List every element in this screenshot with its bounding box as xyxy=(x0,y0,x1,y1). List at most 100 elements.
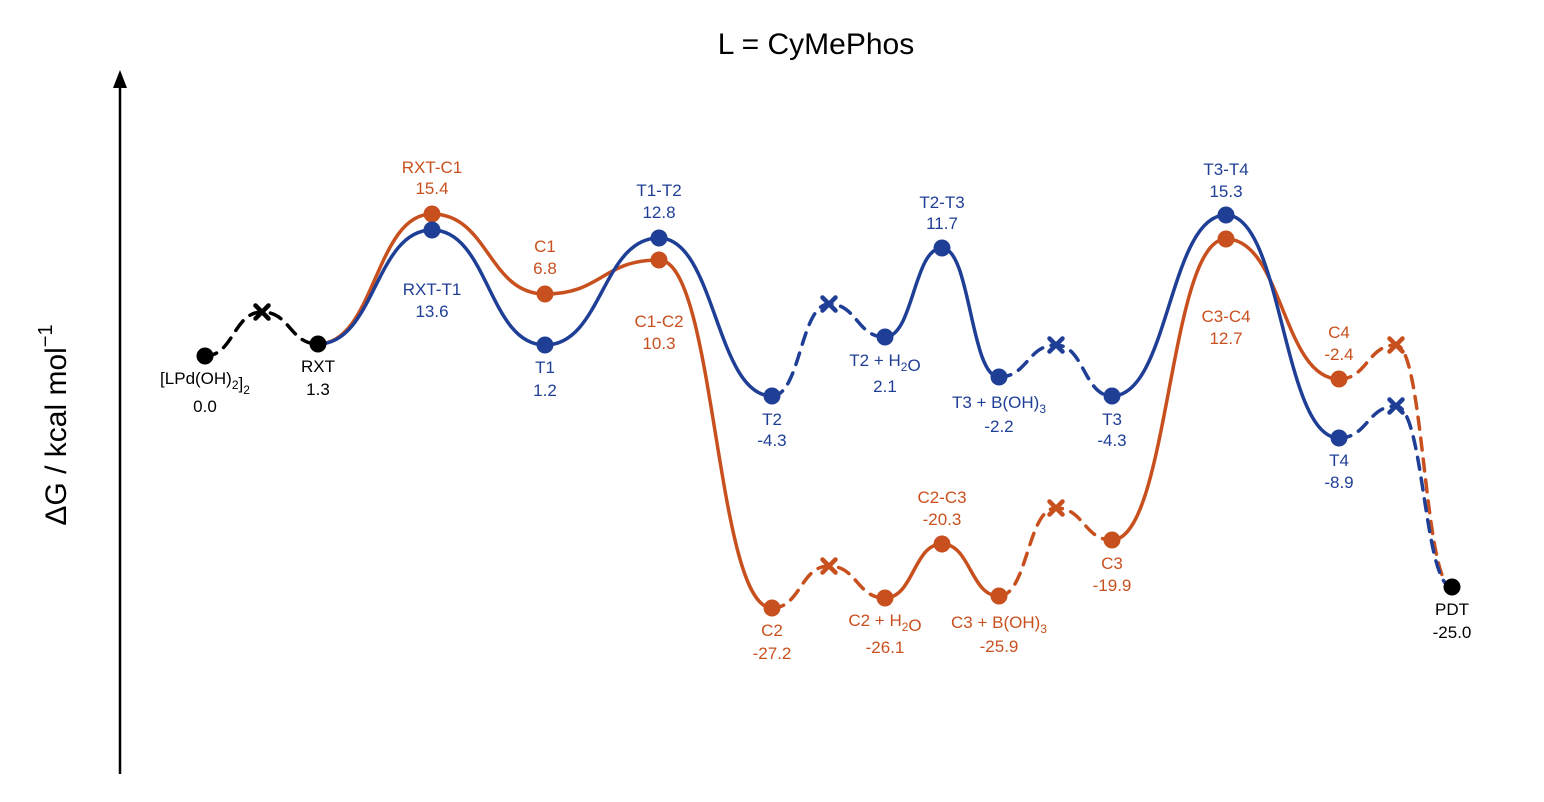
state-marker-c1 xyxy=(536,285,554,303)
state-marker-t4 xyxy=(1330,429,1348,447)
y-axis-label: ΔG / kcal mol−1 xyxy=(35,324,73,525)
state-energy-t3-t4: 15.3 xyxy=(1209,182,1242,201)
state-marker-c3-c4 xyxy=(1217,230,1235,248)
state-label-t3+boh3: T3 + B(OH)3 xyxy=(952,393,1046,416)
y-axis-label-text: ΔG / kcal mol xyxy=(40,347,73,525)
state-energy-t2: -4.3 xyxy=(757,431,786,450)
reaction-paths xyxy=(203,212,1454,610)
state-label-t1: T1 xyxy=(535,358,555,377)
state-label-t3-t4: T3-T4 xyxy=(1203,160,1248,179)
state-label-t2+h2o: T2 + H2O xyxy=(849,351,920,375)
state-marker-c2 xyxy=(763,599,781,617)
blue-intermediate-cross-marker xyxy=(820,295,838,313)
blue-path-segment-T4-to-PDT xyxy=(1337,404,1454,589)
state-label-t4: T4 xyxy=(1329,451,1349,470)
state-marker-t2-t3 xyxy=(933,239,951,257)
state-marker-c1-c2 xyxy=(650,251,668,269)
state-energy-rxt-c1: 15.4 xyxy=(415,179,448,198)
state-label-c2-c3: C2-C3 xyxy=(917,488,966,507)
diagram-title: L = CyMePhos xyxy=(718,28,914,61)
state-marker-t3-t4 xyxy=(1217,206,1235,224)
state-marker-lpdoh2 xyxy=(196,347,214,365)
orange-path-segment-C1-to-C1-C2 xyxy=(543,258,661,296)
state-label-c3+boh3: C3 + B(OH)3 xyxy=(951,613,1047,636)
state-energy-t3: -4.3 xyxy=(1097,431,1126,450)
state-energy-t1-t2: 12.8 xyxy=(642,203,675,222)
state-label-c3-c4: C3-C4 xyxy=(1201,307,1250,326)
state-label-pdt: PDT xyxy=(1435,600,1469,619)
state-energy-t1: 1.2 xyxy=(533,381,557,400)
blue-intermediate-cross-marker xyxy=(1387,397,1405,415)
state-marker-rxt-c1 xyxy=(423,205,441,223)
state-label-t2: T2 xyxy=(762,410,782,429)
state-label-c2+h2o: C2 + H2O xyxy=(848,611,921,635)
state-energy-c2-c3: -20.3 xyxy=(923,510,962,529)
blue-path-segment-T3+BOH3-to-T3 xyxy=(997,343,1114,398)
state-marker-c2-c3 xyxy=(933,535,951,553)
state-labels: [LPd(OH)2]20.0 RXT 1.3 RXT-C1 15.4 RXT-T1 13.6… xyxy=(160,158,1471,663)
orange-path-segment-C3-to-C3-C4 xyxy=(1110,237,1228,542)
blue-path-segment-T3-T4-to-T4 xyxy=(1224,213,1341,440)
orange-path-segment-RXT-C1-to-C1 xyxy=(430,212,547,296)
blue-path-segment-RXT-to-RXT-T1 xyxy=(316,228,434,346)
state-energy-c2+h2o: -26.1 xyxy=(866,638,905,657)
state-marker-c2+h2o xyxy=(876,589,894,607)
state-marker-pdt xyxy=(1443,578,1461,596)
state-energy-c3+boh3: -25.9 xyxy=(980,637,1019,656)
state-marker-c3+boh3 xyxy=(990,587,1008,605)
orange-path-segment-C2-C3-to-C3+BOH3 xyxy=(940,542,1001,598)
state-energy-c2: -27.2 xyxy=(753,644,792,663)
y-axis xyxy=(113,70,127,774)
blue-intermediate-cross-marker xyxy=(1047,336,1065,354)
orange-path-segment-C4-to-PDT xyxy=(1337,343,1454,589)
blue-path-segment-T1-T2-to-T2 xyxy=(657,236,774,398)
state-marker-c3 xyxy=(1103,531,1121,549)
state-energy-c3-c4: 12.7 xyxy=(1209,329,1242,348)
state-energy-c1: 6.8 xyxy=(533,259,557,278)
y-axis-label-superscript: −1 xyxy=(35,324,57,347)
state-label-rxt: RXT xyxy=(301,357,335,376)
state-energy-t2-t3: 11.7 xyxy=(926,214,958,233)
state-energy-lpdoh2: 0.0 xyxy=(193,397,217,416)
state-energy-rxt-t1: 13.6 xyxy=(415,302,448,321)
state-energy-t4: -8.9 xyxy=(1324,473,1353,492)
orange-intermediate-cross-marker xyxy=(1387,336,1405,354)
state-markers xyxy=(196,205,1461,617)
state-label-c4: C4 xyxy=(1328,323,1350,342)
state-label-t3: T3 xyxy=(1102,410,1122,429)
orange-path-segment-C3-C4-to-C4 xyxy=(1224,237,1341,381)
orange-intermediate-cross-marker xyxy=(1047,499,1065,517)
orange-path-segment-C2-to-C2+H2O xyxy=(770,564,887,610)
black-path-segment-LPdOH2-to-RXT xyxy=(203,310,320,358)
state-energy-pdt: -25.0 xyxy=(1433,623,1472,642)
state-energy-t2+h2o: 2.1 xyxy=(873,377,897,396)
state-marker-rxt-t1 xyxy=(423,221,441,239)
state-marker-t3 xyxy=(1103,387,1121,405)
y-axis-arrowhead xyxy=(113,70,127,88)
blue-path-segment-T2-T3-to-T3+BOH3 xyxy=(940,246,1001,379)
blue-path-segment-RXT-T1-to-T1 xyxy=(430,228,547,347)
state-label-c1-c2: C1-C2 xyxy=(634,312,683,331)
state-label-c1: C1 xyxy=(534,237,556,256)
state-energy-c3: -19.9 xyxy=(1093,576,1132,595)
black-intermediate-cross-marker xyxy=(253,303,271,321)
orange-path-segment-C2+H2O-to-C2-C3 xyxy=(883,542,944,600)
blue-path-segment-T2-to-T2+H2O xyxy=(770,302,887,398)
orange-intermediate-cross-marker xyxy=(820,557,838,575)
state-marker-rxt xyxy=(309,335,327,353)
state-energy-t3+boh3: -2.2 xyxy=(984,417,1013,436)
state-marker-t1-t2 xyxy=(650,229,668,247)
state-label-t1-t2: T1-T2 xyxy=(636,181,681,200)
state-marker-t3+boh3 xyxy=(990,368,1008,386)
state-energy-rxt: 1.3 xyxy=(306,380,330,399)
state-marker-t2+h2o xyxy=(876,328,894,346)
blue-path-segment-T3-to-T3-T4 xyxy=(1110,213,1228,398)
state-label-t2-t3: T2-T3 xyxy=(919,193,964,212)
blue-path-segment-T1-to-T1-T2 xyxy=(543,236,661,347)
blue-path-segment-T2+H2O-to-T2-T3 xyxy=(883,246,944,339)
state-label-c3: C3 xyxy=(1101,554,1123,573)
state-label-lpdoh2: [LPd(OH)2]2 xyxy=(160,369,250,397)
state-marker-t1 xyxy=(536,336,554,354)
state-energy-c4: -2.4 xyxy=(1324,345,1353,364)
